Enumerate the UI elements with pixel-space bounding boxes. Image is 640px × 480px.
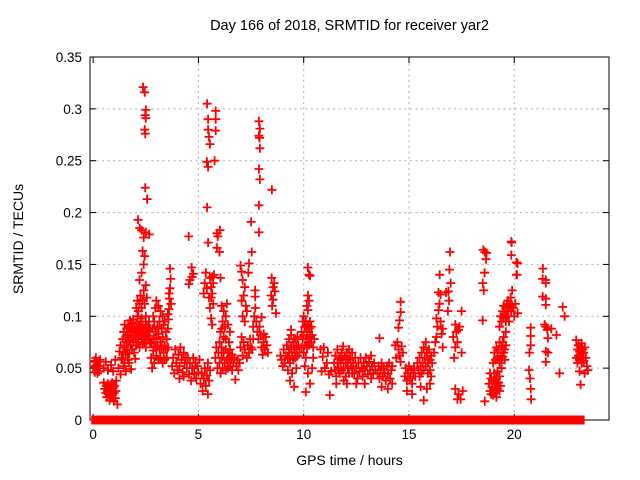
svg-text:10: 10 xyxy=(296,427,311,442)
svg-text:5: 5 xyxy=(195,427,203,442)
svg-text:0.05: 0.05 xyxy=(56,361,82,376)
y-axis-label: SRMTID / TECUs xyxy=(10,183,26,295)
svg-text:0.25: 0.25 xyxy=(56,154,82,169)
svg-text:0: 0 xyxy=(74,413,82,428)
svg-text:20: 20 xyxy=(507,427,522,442)
svg-text:15: 15 xyxy=(401,427,416,442)
svg-text:0: 0 xyxy=(89,427,97,442)
svg-text:0.3: 0.3 xyxy=(63,102,82,117)
chart-title: Day 166 of 2018, SRMTID for receiver yar… xyxy=(210,18,489,34)
svg-text:0.2: 0.2 xyxy=(63,206,82,221)
x-axis-label: GPS time / hours xyxy=(296,452,403,468)
svg-text:0.1: 0.1 xyxy=(63,309,82,324)
svg-text:0.15: 0.15 xyxy=(56,257,82,272)
svg-text:0.35: 0.35 xyxy=(56,50,82,65)
